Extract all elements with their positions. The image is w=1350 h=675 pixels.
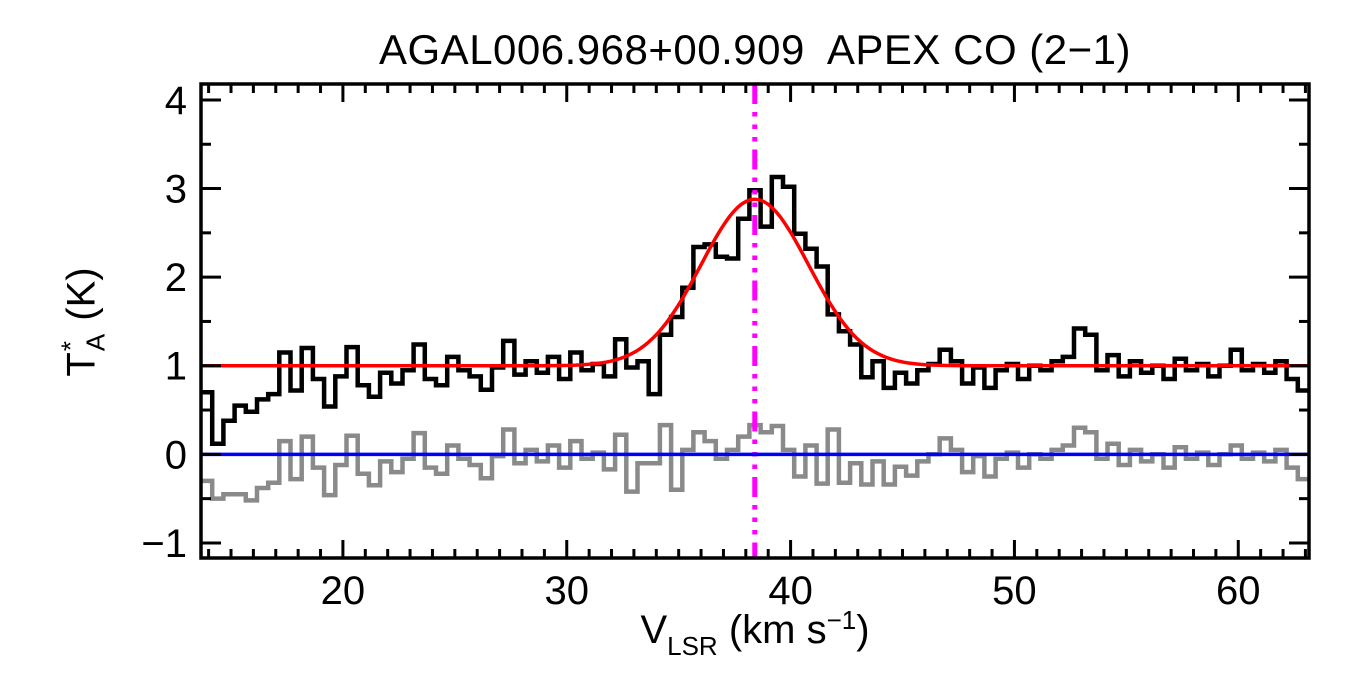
y-tick-label: 4 xyxy=(165,79,187,123)
x-tick-label: 40 xyxy=(768,569,813,613)
y-axis-label-main: T xyxy=(59,352,104,377)
y-tick-label: 3 xyxy=(165,168,187,212)
y-axis-label-subscript: A xyxy=(80,333,110,352)
x-tick-label: 60 xyxy=(1216,569,1261,613)
x-axis-label: VLSR (km s−1) xyxy=(640,606,869,661)
x-axis-label-main: V xyxy=(640,608,668,652)
plot-data-area xyxy=(201,84,1309,558)
x-tick-label: 30 xyxy=(545,569,590,613)
x-axis-label-subscript: LSR xyxy=(667,631,718,661)
y-axis-label: T * A (K) xyxy=(55,267,110,377)
y-tick-label: 2 xyxy=(165,256,187,300)
y-tick-label: 1 xyxy=(165,345,187,389)
y-axis-label-scripts: * A xyxy=(55,333,110,352)
x-axis-label-close: ) xyxy=(856,608,870,652)
residual-histogram xyxy=(201,422,1309,503)
y-tick-label: 0 xyxy=(165,433,187,477)
figure-title: AGAL006.968+00.909 APEX CO (2−1) xyxy=(379,26,1131,73)
y-axis-label-superscript: * xyxy=(55,341,86,352)
x-axis-label-exponent: −1 xyxy=(826,605,857,635)
gaussian-fit-curve xyxy=(201,197,1309,368)
x-tick-label: 20 xyxy=(321,569,366,613)
y-axis-label-unit: (K) xyxy=(59,267,104,332)
x-axis-label-unit: (km s xyxy=(717,608,827,652)
y-tick-label: −1 xyxy=(141,522,187,566)
x-tick-label: 50 xyxy=(992,569,1037,613)
